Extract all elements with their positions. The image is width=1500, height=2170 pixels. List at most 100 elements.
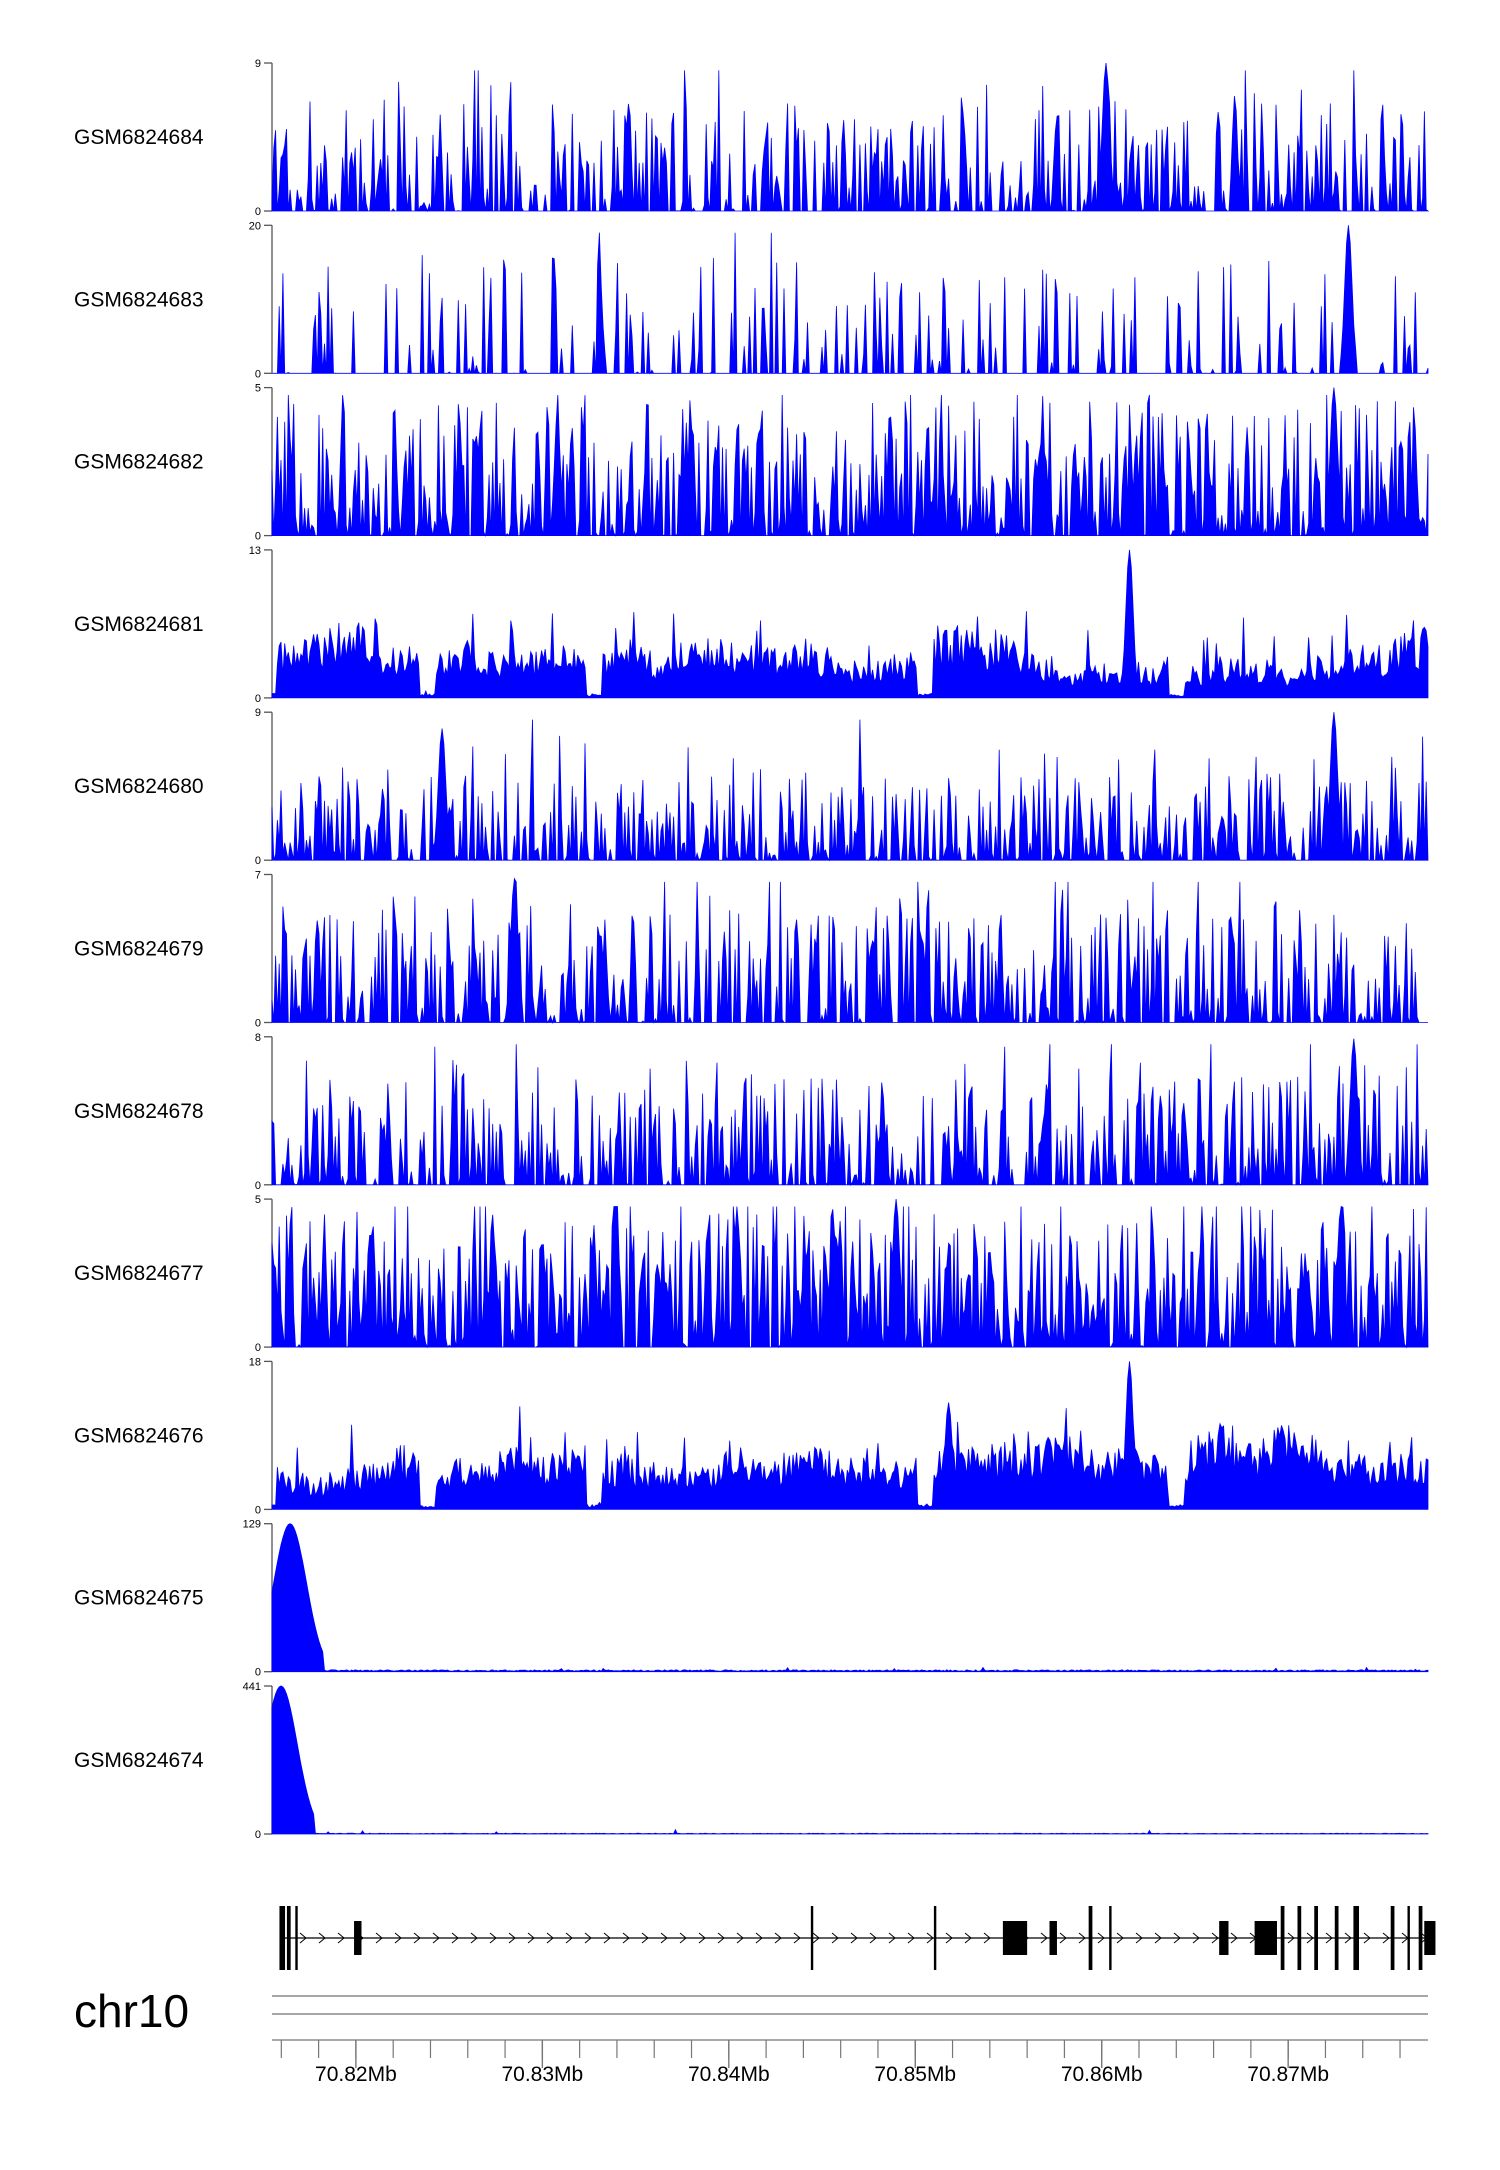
track-label: GSM6824679 — [74, 938, 204, 961]
exon — [1424, 1921, 1436, 1955]
strand-arrow — [926, 1932, 934, 1944]
track-GSM6824682: GSM6824682 5 0 — [74, 383, 1429, 543]
exon — [1049, 1921, 1057, 1955]
track-label: GSM6824681 — [74, 613, 204, 636]
y-max-label: 5 — [255, 383, 261, 395]
coverage-area — [271, 712, 1429, 862]
y-min-label: 0 — [255, 206, 261, 218]
y-max-label: 8 — [255, 1032, 261, 1044]
y-min-label: 0 — [255, 1342, 261, 1354]
strand-arrow — [337, 1932, 345, 1944]
strand-arrow — [736, 1932, 744, 1944]
y-max-label: 18 — [249, 1356, 261, 1368]
strand-arrow — [1173, 1932, 1181, 1944]
x-tick-label: 70.82Mb — [315, 2063, 397, 2086]
track-label: GSM6824683 — [74, 288, 204, 311]
strand-arrow — [850, 1932, 858, 1944]
strand-arrow — [1306, 1932, 1314, 1944]
y-min-label: 0 — [255, 1504, 261, 1516]
y-min-label: 0 — [255, 855, 261, 867]
track-label: GSM6824682 — [74, 451, 204, 474]
y-max-label: 129 — [243, 1519, 261, 1531]
coverage-area — [271, 387, 1429, 538]
genome-axis: 70.82Mb 70.83Mb 70.84Mb 70.85Mb 70.86Mb 70.87… — [272, 2039, 1428, 2086]
y-max-label: 9 — [255, 707, 261, 719]
strand-arrow — [983, 1932, 991, 1944]
exon — [295, 1906, 298, 1970]
x-tick-label: 70.87Mb — [1247, 2063, 1329, 2086]
track-label: GSM6824675 — [74, 1587, 204, 1610]
strand-arrow — [603, 1932, 611, 1944]
strand-arrow — [1154, 1932, 1162, 1944]
exon — [1418, 1906, 1423, 1970]
strand-arrow — [1040, 1932, 1048, 1944]
chromosome-ideogram — [272, 1995, 1428, 2015]
strand-arrow — [1363, 1932, 1371, 1944]
strand-arrow — [907, 1932, 915, 1944]
strand-arrow — [964, 1932, 972, 1944]
strand-arrow — [413, 1932, 421, 1944]
strand-arrow — [1211, 1932, 1219, 1944]
coverage-area — [271, 549, 1429, 699]
x-tick-label: 70.84Mb — [688, 2063, 770, 2086]
x-tick-label: 70.83Mb — [501, 2063, 583, 2086]
y-min-label: 0 — [255, 1667, 261, 1679]
track-label: GSM6824676 — [74, 1424, 204, 1447]
strand-arrow — [698, 1932, 706, 1944]
exon — [354, 1921, 362, 1955]
track-GSM6824677: GSM6824677 5 0 — [74, 1194, 1429, 1354]
track-label: GSM6824680 — [74, 775, 204, 798]
strand-arrow — [1325, 1932, 1333, 1944]
coverage-area — [271, 1199, 1429, 1349]
y-min-label: 0 — [255, 1018, 261, 1030]
exon — [279, 1906, 286, 1970]
gene-track — [279, 1906, 1436, 1970]
strand-arrow — [299, 1932, 307, 1944]
strand-arrow — [717, 1932, 725, 1944]
exon — [1254, 1921, 1277, 1955]
coverage-area — [271, 877, 1428, 1025]
strand-arrow — [1230, 1932, 1238, 1944]
strand-arrow — [869, 1932, 877, 1944]
coverage-area — [271, 1361, 1429, 1510]
strand-arrow — [470, 1932, 478, 1944]
track-label: GSM6824678 — [74, 1100, 204, 1123]
track-GSM6824674: GSM6824674 441 0 — [74, 1681, 1429, 1841]
y-max-label: 5 — [255, 1194, 261, 1206]
y-max-label: 13 — [249, 545, 261, 557]
coverage-area — [271, 62, 1430, 213]
strand-arrow — [831, 1932, 839, 1944]
strand-arrow — [394, 1932, 402, 1944]
y-min-label: 0 — [255, 1829, 261, 1841]
strand-arrow — [679, 1932, 687, 1944]
strand-arrow — [812, 1932, 820, 1944]
exon — [1002, 1921, 1028, 1955]
exon — [1297, 1906, 1302, 1970]
strand-arrow — [1059, 1932, 1067, 1944]
strand-arrow — [565, 1932, 573, 1944]
strand-arrow — [1116, 1932, 1124, 1944]
strand-arrow — [432, 1932, 440, 1944]
exon — [1109, 1906, 1112, 1970]
y-max-label: 7 — [255, 870, 261, 882]
strand-arrow — [1382, 1932, 1390, 1944]
strand-arrow — [1135, 1932, 1143, 1944]
coverage-area — [271, 1523, 1429, 1673]
strand-arrow — [1078, 1932, 1086, 1944]
track-GSM6824678: GSM6824678 8 0 — [74, 1032, 1429, 1192]
strand-arrow — [888, 1932, 896, 1944]
coverage-area — [271, 1038, 1429, 1187]
exon — [933, 1906, 937, 1970]
strand-arrow — [318, 1932, 326, 1944]
track-GSM6824680: GSM6824680 9 0 — [74, 707, 1429, 867]
track-GSM6824676: GSM6824676 18 0 — [74, 1356, 1429, 1516]
coverage-area — [272, 225, 1429, 375]
strand-arrow — [527, 1932, 535, 1944]
strand-arrow — [546, 1932, 554, 1944]
y-max-label: 9 — [255, 58, 261, 70]
exon — [1314, 1906, 1318, 1970]
exon — [1353, 1906, 1360, 1970]
y-min-label: 0 — [255, 368, 261, 380]
track-GSM6824681: GSM6824681 13 0 — [74, 545, 1429, 705]
strand-arrow — [660, 1932, 668, 1944]
